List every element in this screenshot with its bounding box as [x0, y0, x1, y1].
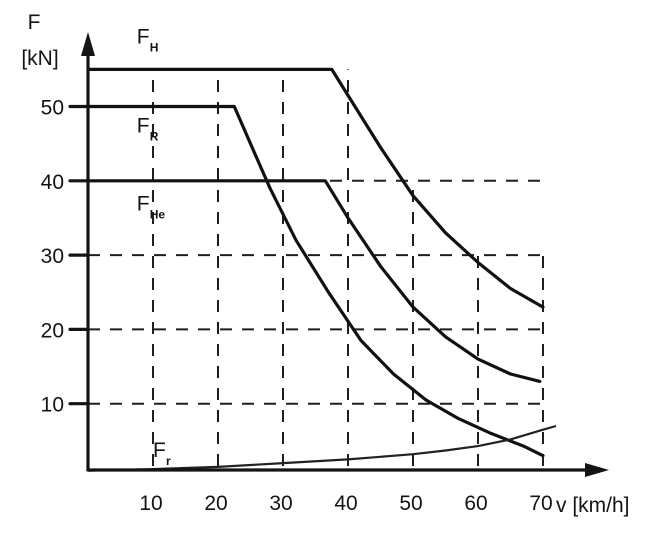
x-tick-label: 60: [464, 492, 487, 515]
y-axis-title: F: [28, 11, 41, 34]
x-tick-label: 30: [269, 492, 292, 515]
tick-labels: 10 20 30 40 50 60 70 10 20 30 40 50: [41, 97, 553, 516]
series-label-sub-h: H: [150, 40, 159, 54]
series-line-he: [86, 179, 542, 383]
x-tick-label: 50: [399, 492, 422, 515]
y-axis-arrow: [81, 32, 95, 56]
y-tick-label: 50: [41, 97, 64, 120]
x-tick-label: 40: [334, 492, 357, 515]
y-tick-label: 20: [41, 319, 64, 342]
labels: F [kN] v [km/h]: [21, 11, 629, 517]
y-tick-label: 10: [41, 394, 64, 417]
series-line-h: [86, 67, 545, 309]
series-line-r: [86, 104, 545, 458]
axes: [81, 32, 609, 477]
series-label-sub-he: He: [150, 208, 166, 222]
series-label-sub-r: R: [150, 130, 159, 144]
x-tick-label: 20: [204, 492, 227, 515]
y-tick-label: 30: [41, 245, 64, 268]
x-tick-label: 10: [139, 492, 162, 515]
series-label-sub-r: r: [166, 454, 171, 468]
series-label-h: F: [137, 25, 150, 48]
series-label-r: F: [153, 439, 166, 462]
y-axis-unit: [kN]: [21, 47, 58, 70]
y-tick-label: 40: [41, 171, 64, 194]
series-label-he: F: [137, 193, 150, 216]
series-line-r: [87, 424, 557, 472]
grid: [88, 69, 544, 466]
x-axis-title: v [km/h]: [556, 494, 630, 517]
x-axis-arrow: [585, 463, 609, 477]
x-tick-label: 70: [529, 492, 552, 515]
curves: F HF RF HeF r: [86, 25, 557, 472]
series-label-r: F: [137, 115, 150, 138]
